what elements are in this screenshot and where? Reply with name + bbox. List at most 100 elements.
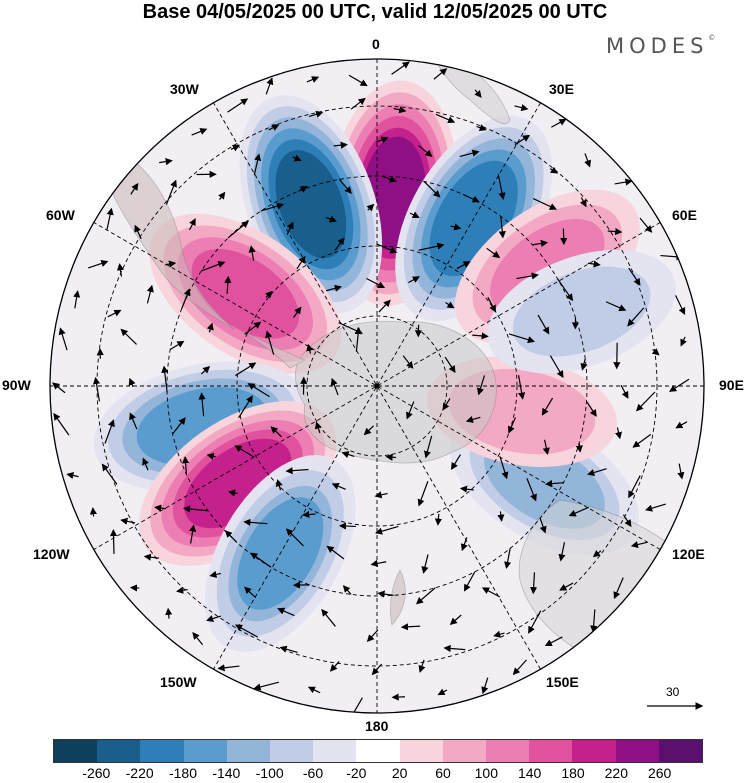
wind-vector <box>528 610 542 634</box>
lon-label-60w: 60W <box>46 207 75 223</box>
colorbar-tick-label: 260 <box>647 765 672 781</box>
wind-vector <box>146 284 154 304</box>
wind-vector <box>106 207 114 230</box>
wind-vector <box>143 553 159 561</box>
wind-vector <box>244 321 262 335</box>
wind-vector <box>632 433 652 448</box>
wind-vector <box>559 582 574 591</box>
lon-label-30e: 30E <box>549 81 574 97</box>
wind-vector <box>393 106 407 114</box>
wind-vector <box>250 552 272 568</box>
wind-vector <box>627 307 645 327</box>
wind-vector <box>423 435 433 459</box>
wind-vector <box>545 480 564 488</box>
wind-vector <box>169 340 185 351</box>
wind-vector <box>265 330 275 355</box>
lon-label-150w: 150W <box>160 674 197 690</box>
wind-vector <box>415 587 436 605</box>
wind-vector <box>497 511 505 522</box>
wind-vector <box>247 383 270 398</box>
colorbar-tick-label: 100 <box>474 765 499 781</box>
colorbar-bin <box>270 740 314 762</box>
wind-vector <box>385 453 397 461</box>
wind-vector <box>181 456 190 475</box>
wind-vector <box>238 395 253 419</box>
wind-vector <box>142 457 149 471</box>
wind-vector <box>370 559 387 567</box>
wind-vector <box>417 481 429 507</box>
wind-vector <box>584 153 592 168</box>
wind-vector <box>270 426 283 438</box>
wind-vector <box>234 624 259 638</box>
anomaly-contour <box>191 249 299 339</box>
wind-vector <box>89 507 97 517</box>
wind-vector <box>206 615 222 622</box>
wind-vector <box>342 585 352 595</box>
wind-vector <box>306 76 320 83</box>
new-zealand-landmass <box>390 569 406 626</box>
wind-vector <box>669 378 690 392</box>
wind-vector <box>338 322 363 334</box>
wind-vector <box>476 124 487 132</box>
wind-vector <box>537 314 550 335</box>
wind-vector <box>507 417 517 434</box>
wind-vector <box>459 485 474 493</box>
wind-vector <box>406 401 415 420</box>
wind-vector <box>526 478 537 502</box>
wind-vector <box>130 182 139 195</box>
wind-vector <box>551 118 567 128</box>
wind-vector <box>651 348 660 356</box>
wind-vector <box>463 194 480 203</box>
wind-vector <box>201 261 226 272</box>
wind-vector <box>575 443 583 453</box>
wind-vector <box>391 693 406 701</box>
wind-vector <box>377 590 394 598</box>
wind-vector <box>636 391 656 412</box>
wind-vector <box>371 663 383 676</box>
wind-vector <box>530 572 538 595</box>
wind-vector <box>614 178 633 186</box>
wind-vector <box>189 524 197 544</box>
wind-vector <box>409 211 420 218</box>
wind-vector <box>605 301 627 312</box>
wind-vector <box>286 221 294 235</box>
wind-vector <box>376 243 398 254</box>
wind-vector <box>366 277 386 289</box>
south-america-landmass <box>99 149 236 331</box>
wind-vector <box>159 158 173 166</box>
wind-vector <box>165 260 177 268</box>
wind-vector <box>260 202 285 212</box>
wind-vector <box>532 197 557 210</box>
wind-vector <box>450 223 462 231</box>
wind-vector <box>248 245 256 261</box>
wind-vector <box>418 145 433 157</box>
wind-vector <box>435 113 456 124</box>
wind-vector <box>275 479 283 491</box>
wind-vector <box>253 681 280 691</box>
wind-vector <box>615 427 623 440</box>
wind-vector <box>333 141 348 149</box>
wind-vector <box>116 263 125 277</box>
wind-vector <box>514 104 529 112</box>
wind-vector <box>418 242 445 251</box>
wind-vector <box>350 97 366 110</box>
wind-vector <box>128 377 136 388</box>
wind-vector <box>109 528 118 554</box>
wind-vector <box>296 255 306 270</box>
wind-vector <box>381 175 397 183</box>
wind-vector <box>437 688 448 696</box>
wind-vector <box>172 417 186 435</box>
wind-vector <box>375 525 399 535</box>
wind-vector <box>459 149 480 158</box>
wind-vector <box>579 197 587 208</box>
wind-vector <box>541 397 554 416</box>
colorbar-tick-label: -260 <box>82 765 111 781</box>
wind-vector <box>366 629 379 642</box>
anomaly-contour <box>275 150 347 259</box>
wind-vector <box>423 180 441 198</box>
colorbar-bin <box>183 740 227 762</box>
wind-vector <box>542 439 550 456</box>
wind-vector <box>165 179 177 205</box>
wind-vector <box>408 276 420 284</box>
colorbar-tick-label: -60 <box>302 765 324 781</box>
